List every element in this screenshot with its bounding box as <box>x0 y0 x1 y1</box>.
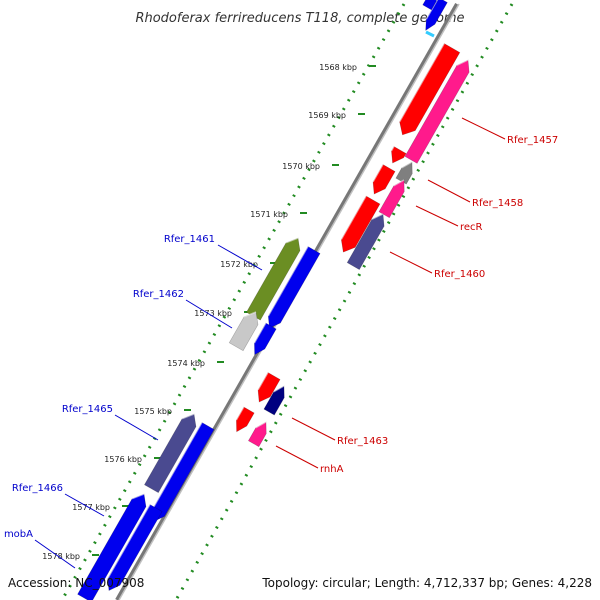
tick-label: 1570 kbp <box>282 162 320 171</box>
gene-label-recr[interactable]: recR <box>460 222 483 233</box>
gene-highlight <box>401 161 413 169</box>
leader-line <box>415 205 459 227</box>
leader-line <box>64 493 105 517</box>
gene-highlight <box>151 422 203 510</box>
gene-highlight <box>398 43 445 123</box>
leader-line <box>461 117 506 140</box>
gene-label-rfer-1457[interactable]: Rfer_1457 <box>507 135 558 146</box>
gene-label-moba[interactable]: mobA <box>4 529 33 540</box>
gene-highlight <box>371 213 384 220</box>
gene-highlight <box>243 311 257 318</box>
gene-label-rfer-1458[interactable]: Rfer_1458 <box>472 198 523 209</box>
gene-highlight <box>425 0 439 20</box>
tick-label: 1572 kbp <box>220 260 258 269</box>
gene-highlight <box>257 372 269 391</box>
leader-line <box>389 251 433 274</box>
tick-group: 1568 kbp 1569 kbp 1570 kbp 1571 kbp 1572 kbp… <box>42 63 376 561</box>
gene-red-2[interactable] <box>391 146 407 164</box>
tick-label: 1575 kbp <box>134 407 172 416</box>
topology-text: Topology: circular; Length: 4,712,337 bp… <box>261 576 592 590</box>
gene-group <box>77 0 470 600</box>
gene-highlight <box>273 385 285 393</box>
gene-highlight <box>181 413 195 420</box>
gene-highlight <box>235 406 245 421</box>
gene-label-rfer-1465[interactable]: Rfer_1465 <box>62 404 113 415</box>
outer-dotted-ring <box>174 3 514 600</box>
leader-line <box>34 539 76 569</box>
gene-rnhA[interactable] <box>247 421 267 448</box>
gene-highlight <box>253 322 267 344</box>
gene-highlight <box>285 237 299 244</box>
gene-cyan-fragment <box>425 30 435 38</box>
map-title: Rhodoferax ferrireducens T118, complete … <box>135 11 464 26</box>
gene-label-rfer-1463[interactable]: Rfer_1463 <box>337 436 388 447</box>
gene-highlight <box>372 164 384 183</box>
gene-red-6[interactable] <box>236 406 255 433</box>
gene-highlight <box>340 195 367 240</box>
leader-line <box>185 299 233 329</box>
leader-line <box>275 445 319 469</box>
tick-label: 1568 kbp <box>319 63 357 72</box>
gene-label-rfer-1461[interactable]: Rfer_1461 <box>164 234 215 245</box>
leader-line <box>291 417 336 441</box>
gene-blue-2[interactable] <box>254 322 277 356</box>
gene-highlight <box>393 179 405 187</box>
gene-rfer-1462[interactable] <box>228 311 259 352</box>
tick-label: 1578 kbp <box>42 552 80 561</box>
inner-dotted-ring <box>60 3 406 600</box>
tick-label: 1577 kbp <box>72 503 110 512</box>
gene-label-rfer-1466[interactable]: Rfer_1466 <box>12 483 63 494</box>
leader-line <box>427 179 471 203</box>
gene-highlight <box>255 421 267 429</box>
gene-highlight <box>107 504 151 579</box>
gene-highlight <box>131 493 145 500</box>
leader-line <box>114 414 159 441</box>
tick-label: 1571 kbp <box>250 210 288 219</box>
gene-highlight <box>456 59 469 66</box>
gene-blue-top-2[interactable] <box>422 0 437 11</box>
leader-line <box>217 244 263 271</box>
tick-label: 1569 kbp <box>308 111 346 120</box>
accession-text: Accession: NC_007908 <box>8 576 144 590</box>
gene-highlight <box>267 246 309 317</box>
tick-label: 1573 kbp <box>194 309 232 318</box>
gene-highlight <box>390 146 395 152</box>
tick-label: 1576 kbp <box>104 455 142 464</box>
gene-label-rnha[interactable]: rnhA <box>320 464 344 475</box>
gene-label-rfer-1462[interactable]: Rfer_1462 <box>133 289 184 300</box>
label-group: Rfer_1457 Rfer_1458 recR Rfer_1460 Rfer_1463… <box>4 117 558 569</box>
tick-label: 1574 kbp <box>167 359 205 368</box>
gene-label-rfer-1460[interactable]: Rfer_1460 <box>434 269 485 280</box>
